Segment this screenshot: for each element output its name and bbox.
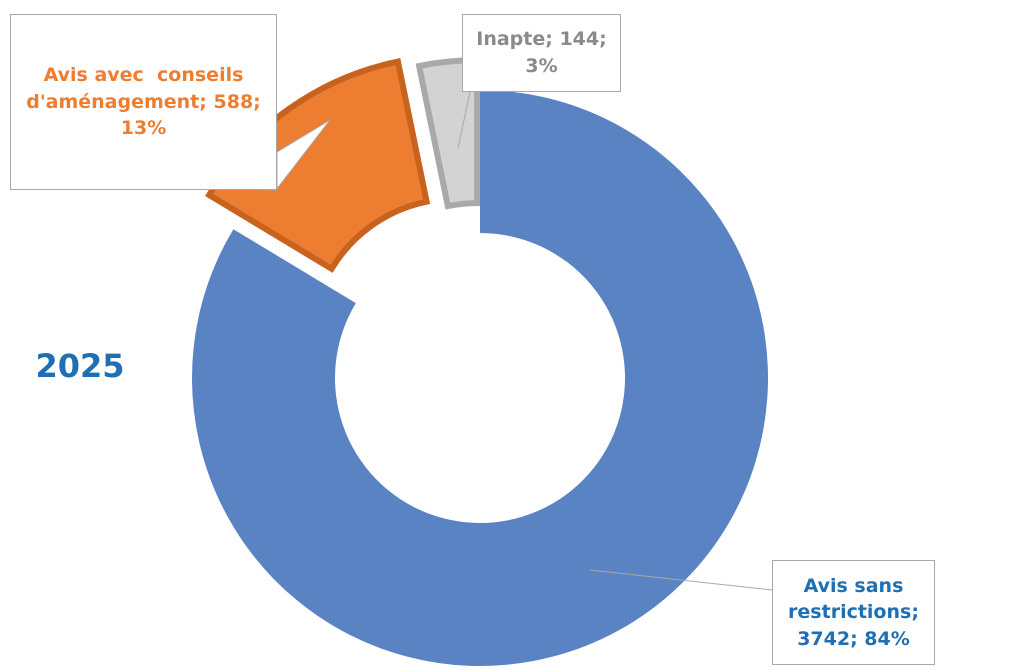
donut-slice	[415, 57, 480, 210]
leader-line	[457, 91, 471, 149]
donut-slice	[191, 90, 768, 666]
data-label: Avis avec conseils d'aménagement; 588; 1…	[10, 14, 277, 190]
data-label: Avis sans restrictions; 3742; 84%	[772, 560, 935, 665]
leader-line	[589, 569, 773, 591]
chart-title: 2025	[35, 347, 124, 385]
data-label: Inapte; 144; 3%	[462, 14, 621, 92]
